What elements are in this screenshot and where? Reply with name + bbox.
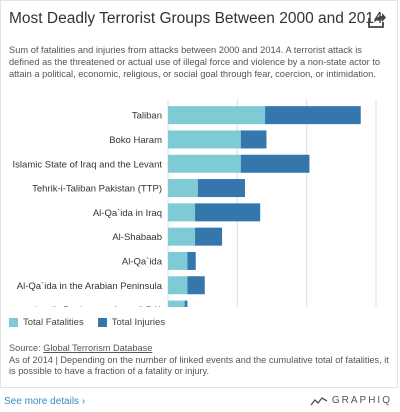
category-label: Boko Haram xyxy=(109,135,162,146)
legend-label-injuries: Total Injuries xyxy=(111,317,166,328)
category-label: Taliban xyxy=(132,111,162,122)
category-label: Al-Qa`ida xyxy=(122,256,163,267)
see-more-details-link[interactable]: See more details › xyxy=(4,396,86,407)
category-label: Tehrik-i-Taliban Pakistan (TTP) xyxy=(32,184,162,195)
chart-card: Most Deadly Terrorist Groups Between 200… xyxy=(0,0,398,388)
bar-injuries xyxy=(197,179,245,198)
legend-swatch-injuries xyxy=(97,318,107,327)
category-label: Al-Qa`ida in the Arabian Peninsula xyxy=(17,281,163,292)
bar-injuries xyxy=(195,227,223,246)
bar-fatalities xyxy=(168,130,241,149)
chart-title: Most Deadly Terrorist Groups Between 200… xyxy=(9,10,383,27)
bar-fatalities xyxy=(168,106,266,125)
category-label: Lord's Resistance Army (LRA) xyxy=(35,305,162,307)
source-prefix: Source: xyxy=(9,343,44,353)
legend-item-injuries: Total Injuries xyxy=(97,317,166,328)
bar-injuries xyxy=(187,251,196,270)
share-icon[interactable] xyxy=(367,11,387,29)
bar-injuries xyxy=(187,276,205,295)
bar-fatalities xyxy=(168,300,185,307)
bar-fatalities xyxy=(168,227,196,246)
bar-fatalities xyxy=(168,154,241,173)
source-line: Source: Global Terrorism Database xyxy=(9,343,395,355)
footer: See more details › GRAPHIQ xyxy=(0,388,400,412)
graphiq-logo-icon xyxy=(310,396,328,405)
bar-injuries xyxy=(184,300,188,307)
legend-swatch-fatalities xyxy=(9,318,18,327)
bar-fatalities xyxy=(168,179,198,198)
chart-subtitle: Sum of fatalities and injuries from atta… xyxy=(9,45,381,79)
bar-fatalities xyxy=(168,276,188,295)
legend-item-fatalities: Total Fatalities xyxy=(9,317,84,328)
bar-injuries xyxy=(195,203,261,222)
category-label: Islamic State of Iraq and the Levant xyxy=(13,159,163,170)
bar-injuries xyxy=(240,130,267,149)
source-description: As of 2014 | Depending on the number of … xyxy=(9,354,389,377)
bar-injuries xyxy=(265,106,361,125)
brand-name: GRAPHIQ xyxy=(331,395,392,406)
brand[interactable]: GRAPHIQ xyxy=(310,395,392,406)
category-label: Al-Shabaab xyxy=(112,232,162,243)
legend-label-fatalities: Total Fatalities xyxy=(23,317,84,328)
legend: Total Fatalities Total Injuries xyxy=(9,317,179,328)
bar-fatalities xyxy=(168,251,188,270)
bar-injuries xyxy=(240,154,310,173)
source-link[interactable]: Global Terrorism Database xyxy=(43,343,153,353)
source-note: Source: Global Terrorism Database As of … xyxy=(9,343,395,378)
category-label: Al-Qa`ida in Iraq xyxy=(93,208,162,219)
bar-fatalities xyxy=(168,203,196,222)
